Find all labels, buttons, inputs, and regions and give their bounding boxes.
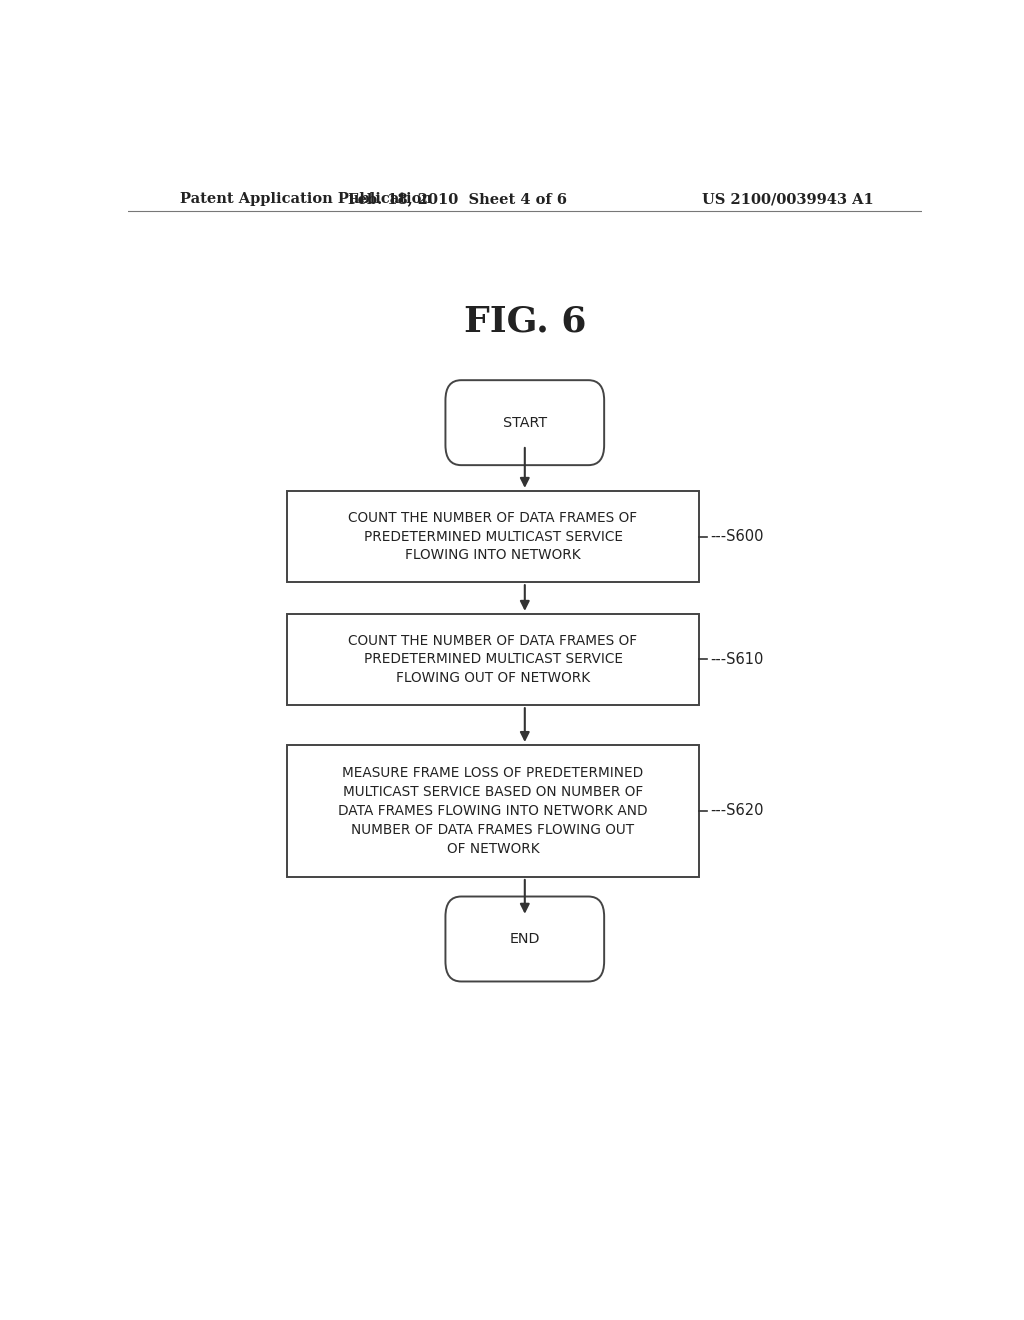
- Text: Feb. 18, 2010  Sheet 4 of 6: Feb. 18, 2010 Sheet 4 of 6: [348, 191, 567, 206]
- Text: COUNT THE NUMBER OF DATA FRAMES OF
PREDETERMINED MULTICAST SERVICE
FLOWING INTO : COUNT THE NUMBER OF DATA FRAMES OF PREDE…: [348, 511, 638, 562]
- Text: COUNT THE NUMBER OF DATA FRAMES OF
PREDETERMINED MULTICAST SERVICE
FLOWING OUT O: COUNT THE NUMBER OF DATA FRAMES OF PREDE…: [348, 634, 638, 685]
- FancyBboxPatch shape: [445, 380, 604, 465]
- Text: ---S620: ---S620: [711, 804, 764, 818]
- Text: US 2100/0039943 A1: US 2100/0039943 A1: [702, 191, 873, 206]
- Bar: [287, 744, 699, 876]
- Bar: [287, 614, 699, 705]
- Bar: [287, 491, 699, 582]
- Text: Patent Application Publication: Patent Application Publication: [179, 191, 431, 206]
- Text: ---S600: ---S600: [711, 529, 764, 544]
- FancyBboxPatch shape: [445, 896, 604, 982]
- Text: FIG. 6: FIG. 6: [464, 304, 586, 338]
- Text: MEASURE FRAME LOSS OF PREDETERMINED
MULTICAST SERVICE BASED ON NUMBER OF
DATA FR: MEASURE FRAME LOSS OF PREDETERMINED MULT…: [338, 766, 648, 855]
- Text: END: END: [510, 932, 540, 946]
- Text: START: START: [503, 416, 547, 430]
- Text: ---S610: ---S610: [711, 652, 764, 667]
